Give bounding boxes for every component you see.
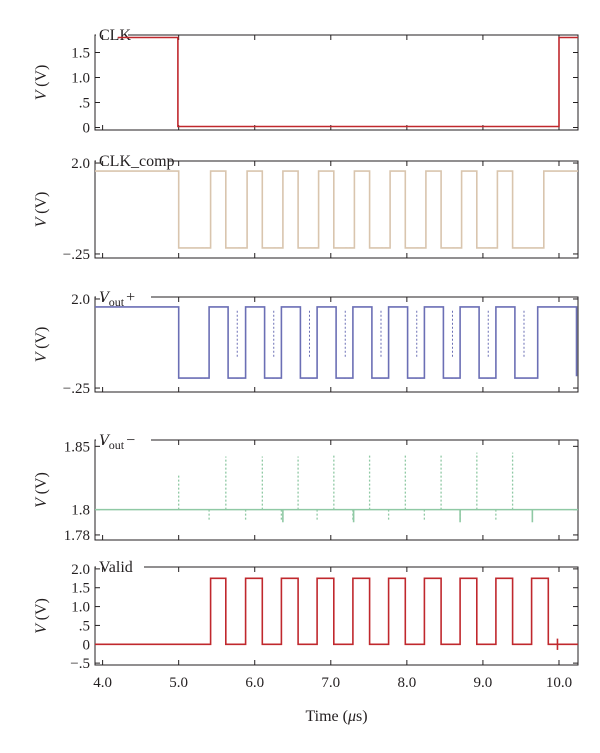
panel-title-main: V xyxy=(99,289,111,306)
y-tick-label-vout_minus: 1.8 xyxy=(71,503,90,519)
x-tick-label: 8.0 xyxy=(397,675,416,691)
plot-frame-valid xyxy=(94,566,579,666)
y-axis-label-valid: V (V) xyxy=(33,598,50,634)
y-tick-label-vout_plus: 2.0 xyxy=(71,292,90,308)
panel-title-bg-clk_comp xyxy=(96,151,168,169)
plot-frame-clk_comp xyxy=(94,160,579,259)
series-line-vout_plus xyxy=(95,306,578,379)
panel-clk_comp: CLK_comp −.25 2.0 V (V) xyxy=(33,151,579,263)
panel-title-suffix: − xyxy=(126,432,135,449)
panel-title-clk_comp: CLK_comp xyxy=(99,153,175,170)
panel-clk: CLK 0 .5 1.0 1.5 V (V) xyxy=(33,25,579,137)
panel-valid: Valid −.5 0 .5 1.0 1.5 2.0 V (V) 4.0 5.0 6.0 7.0 8.0… xyxy=(33,557,579,725)
y-axis-label-var: V xyxy=(33,87,50,100)
y-axis-label-var: V xyxy=(33,349,50,362)
x-axis-label-pre: Time ( xyxy=(305,708,348,725)
x-axis-label-post: s) xyxy=(356,708,368,725)
y-tick-label-valid: −.5 xyxy=(70,656,90,672)
y-axis-label-unit: (V) xyxy=(33,192,50,214)
y-axis-label-clk_comp: V (V) xyxy=(33,192,50,228)
y-tick-label-clk: 1.0 xyxy=(71,71,90,87)
plot-frame-vout_minus xyxy=(94,439,579,541)
series-line-clk_comp xyxy=(95,170,578,249)
panel-title-sub: out xyxy=(109,438,125,452)
panel-title-vout_minus: Vout − xyxy=(99,432,135,452)
panel-title-vout_plus: Vout + xyxy=(99,289,135,309)
panel-title-sub: out xyxy=(109,295,125,309)
series-line-clk xyxy=(117,36,578,128)
panel-vout_minus: Vout − 1.78 1.8 1.85 V (V) xyxy=(33,430,579,544)
y-axis-label-vout_plus: V (V) xyxy=(33,327,50,363)
y-tick-label-clk_comp: 2.0 xyxy=(71,156,90,172)
x-axis-label: Time (μs) xyxy=(305,708,367,725)
x-tick-label: 6.0 xyxy=(245,675,264,691)
y-tick-label-clk: 0 xyxy=(83,121,91,137)
y-axis-label-var: V xyxy=(33,620,50,633)
x-tick-label: 7.0 xyxy=(321,675,340,691)
x-tick-label: 10.0 xyxy=(546,675,572,691)
panel-vout_plus: Vout + −.25 2.0 V (V) xyxy=(33,287,579,397)
panel-title-suffix: + xyxy=(126,289,135,306)
y-tick-label-vout_minus: 1.78 xyxy=(64,528,90,544)
y-tick-label-clk: .5 xyxy=(79,96,90,112)
y-axis-label-unit: (V) xyxy=(33,65,50,87)
y-axis-label-var: V xyxy=(33,494,50,507)
y-tick-label-valid: 1.0 xyxy=(71,600,90,616)
panel-title-main: V xyxy=(99,432,111,449)
y-tick-label-valid: 2.0 xyxy=(71,562,90,578)
y-tick-label-vout_minus: 1.85 xyxy=(64,439,90,455)
y-axis-label-unit: (V) xyxy=(33,472,50,494)
x-tick-label: 9.0 xyxy=(474,675,493,691)
x-tick-label: 4.0 xyxy=(93,675,112,691)
panel-title-valid: Valid xyxy=(99,559,133,576)
y-tick-label-valid: .5 xyxy=(79,618,90,634)
plot-frame-vout_plus xyxy=(94,296,579,393)
y-tick-label-vout_plus: −.25 xyxy=(63,381,90,397)
panel-title-clk: CLK xyxy=(99,27,131,44)
y-tick-label-valid: 0 xyxy=(83,637,91,653)
y-tick-label-clk: 1.5 xyxy=(71,46,90,62)
y-axis-label-clk: V (V) xyxy=(33,65,50,101)
y-tick-label-clk_comp: −.25 xyxy=(63,247,90,263)
x-tick-label: 5.0 xyxy=(169,675,188,691)
y-axis-label-vout_minus: V (V) xyxy=(33,472,50,508)
series-line-valid xyxy=(95,577,578,646)
x-axis-label-mu: μ xyxy=(347,708,356,725)
plot-frame-clk xyxy=(94,34,579,131)
panel-title-bg-clk xyxy=(96,25,128,43)
y-axis-label-unit: (V) xyxy=(33,598,50,620)
panel-title-bg-valid xyxy=(96,557,144,575)
y-axis-label-unit: (V) xyxy=(33,327,50,349)
panel-title-bg-vout_plus xyxy=(96,287,151,305)
y-axis-label-var: V xyxy=(33,214,50,227)
panel-title-bg-vout_minus xyxy=(96,430,151,448)
y-tick-label-valid: 1.5 xyxy=(71,581,90,597)
